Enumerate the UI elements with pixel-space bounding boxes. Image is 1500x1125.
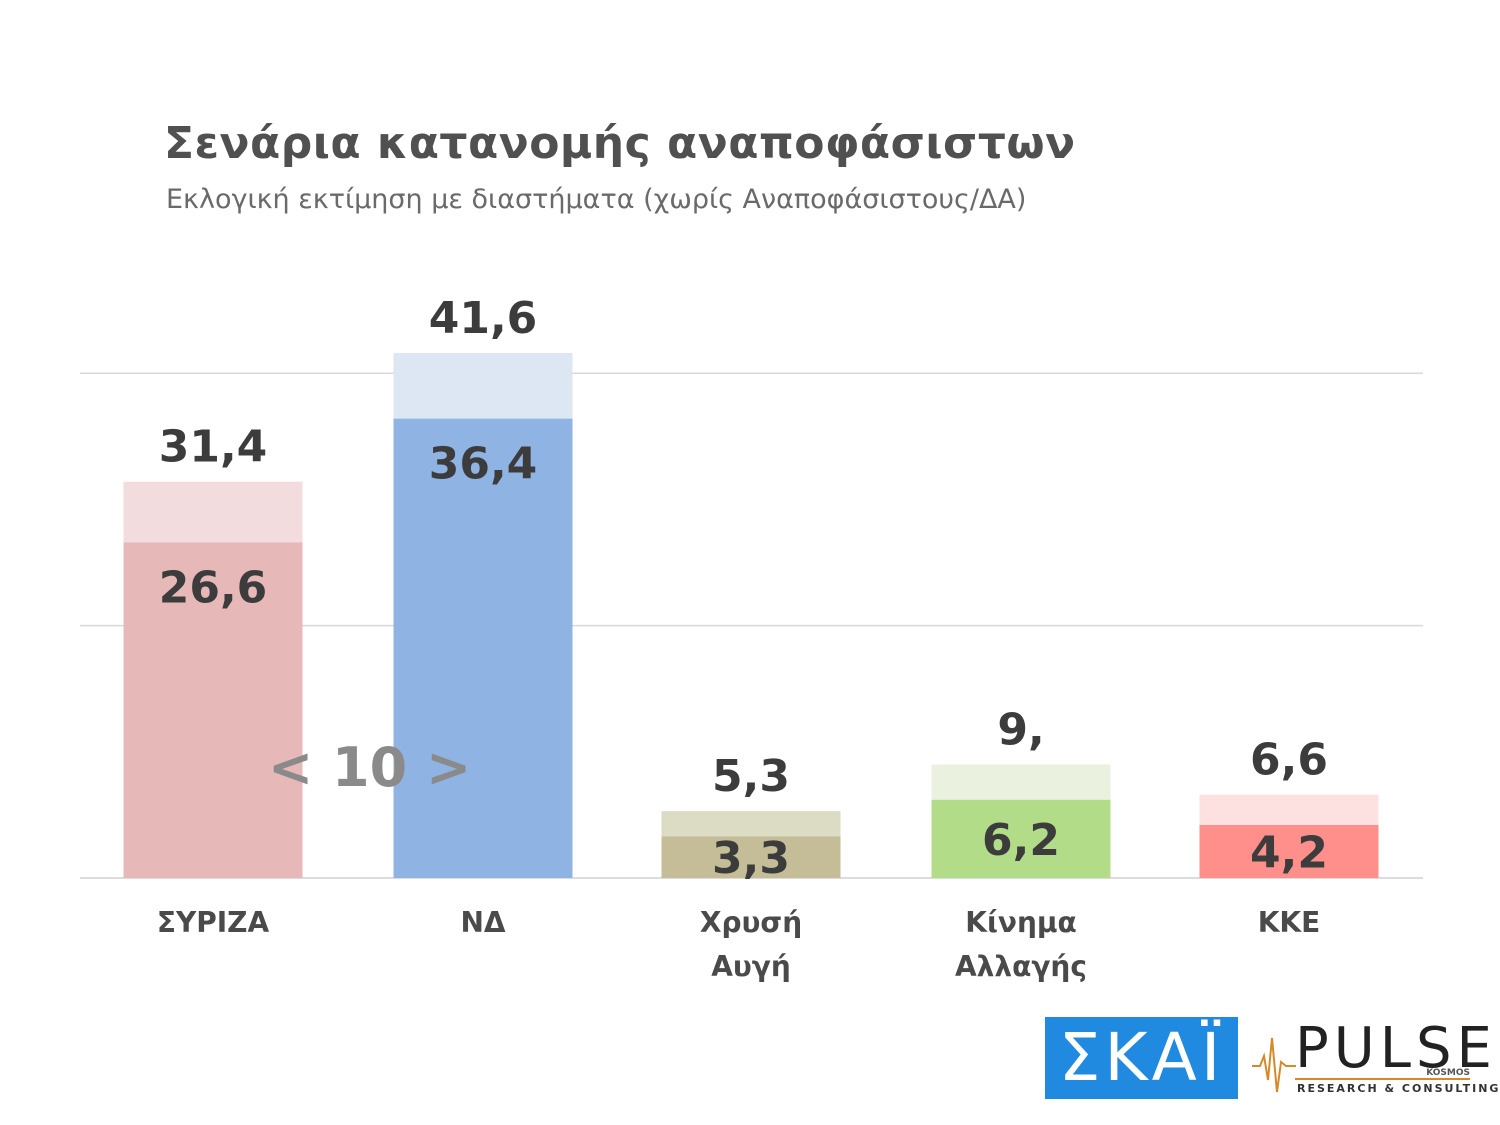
bar-range-lower [1199, 824, 1379, 878]
data-label-upper: 41,6 [429, 293, 538, 344]
data-label-lower: 6,2 [982, 815, 1060, 866]
category-label: Αυγή [711, 950, 791, 983]
data-label-lower: 4,2 [1250, 827, 1328, 878]
bar-range-upper [393, 353, 573, 419]
chart-title: Σενάρια κατανομής αναποφάσιστων [164, 118, 1076, 169]
category-label: ΝΔ [460, 906, 505, 939]
category-label: Αλλαγής [955, 950, 1087, 983]
bar-range-upper [123, 481, 303, 543]
category-label: Κίνημα [965, 906, 1076, 939]
chart-subtitle: Εκλογική εκτίμηση με διαστήματα (χωρίς Α… [166, 184, 1027, 215]
data-label-upper: 9, [997, 704, 1044, 755]
category-label: ΣΥΡΙΖΑ [157, 906, 270, 939]
bar-range-upper [1199, 794, 1379, 825]
bar-range-upper [931, 764, 1111, 800]
skai-logo: ΣΚΑΪ [1045, 1017, 1238, 1099]
data-label-upper: 31,4 [159, 422, 268, 473]
skai-logo-text: ΣΚΑΪ [1058, 1019, 1225, 1096]
pulse-logo-divider [1295, 1078, 1470, 1080]
data-label-upper: 6,6 [1250, 735, 1328, 786]
data-label-lower: 26,6 [159, 562, 268, 613]
data-label-lower: 3,3 [712, 833, 790, 884]
pulse-logo-word: PULSE [1295, 1016, 1497, 1081]
pulse-wave-icon [1252, 1037, 1296, 1093]
category-label: Χρυσή [700, 906, 802, 939]
data-label-lower: 36,4 [429, 439, 538, 490]
pulse-logo-tagline: RESEARCH & CONSULTING [1297, 1082, 1500, 1095]
bar-range-lower [123, 542, 303, 878]
page-indicator[interactable]: < 10 > [268, 736, 472, 799]
bar-range-lower [931, 799, 1111, 878]
category-label: ΚΚΕ [1258, 906, 1321, 939]
data-label-upper: 5,3 [712, 751, 790, 802]
bar-range-lower [661, 836, 841, 878]
bar-range-upper [661, 811, 841, 837]
pulse-logo: PULSE KOSMOS RESEARCH & CONSULTING [1250, 1016, 1498, 1102]
pulse-logo-sub: KOSMOS [1426, 1068, 1470, 1078]
bar-range-lower [393, 418, 573, 878]
